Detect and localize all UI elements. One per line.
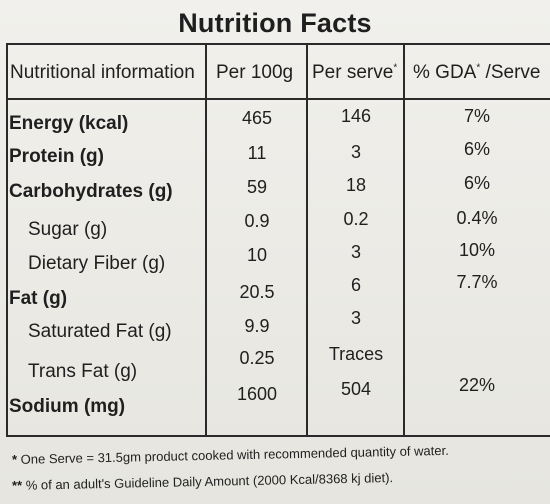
row-dietary-fiber-per-serve: 3 (350, 242, 361, 262)
footnote-gda: ** % of an adult's Guideline Daily Amoun… (12, 470, 393, 493)
row-protein-gda: 6% (463, 139, 490, 159)
row-carbohydrates-gda: 6% (463, 173, 490, 193)
row-saturated-fat-per-100g: 9.9 (244, 316, 270, 336)
footnote-one-serve-text: One Serve = 31.5gm product cooked with r… (16, 442, 449, 467)
row-sugar-label: Sugar (g) (28, 219, 108, 240)
row-sugar-per-100g: 0.9 (244, 211, 270, 231)
row-trans-fat-per-100g: 0.25 (239, 348, 275, 368)
row-energy-per-100g: 465 (241, 108, 273, 128)
header-nutritional-information: Nutritional information (10, 62, 195, 83)
row-carbohydrates-per-serve: 18 (345, 175, 367, 195)
header-gda-prefix: % GDA (413, 62, 477, 83)
footnote-gda-mark: ** (11, 477, 23, 493)
nutrition-table (6, 43, 550, 437)
footnote-gda-text: % of an adult's Guideline Daily Amount (… (21, 470, 394, 493)
row-sodium-per-serve: 504 (340, 379, 372, 399)
row-carbohydrates-per-100g: 59 (246, 177, 268, 197)
header-per-100g: Per 100g (216, 62, 294, 83)
row-saturated-fat-per-serve: 3 (350, 308, 361, 328)
footnote-one-serve: * One Serve = 31.5gm product cooked with… (12, 443, 449, 467)
row-protein-per-serve: 3 (350, 142, 361, 162)
column-divider-per-serve (306, 43, 308, 437)
header-divider (6, 98, 550, 100)
header-per-serve-mark: * (393, 62, 398, 74)
row-sodium-label: Sodium (mg) (9, 396, 126, 417)
header-per-serve: Per serve* (312, 58, 397, 88)
row-trans-fat-per-serve: Traces (328, 344, 384, 364)
row-energy-gda: 7% (463, 106, 490, 126)
row-saturated-fat-label: Saturated Fat (g) (28, 321, 172, 342)
row-energy-per-serve: 146 (340, 106, 372, 126)
row-fat-gda: 7.7% (456, 272, 498, 292)
row-sugar-gda: 0.4% (456, 208, 498, 228)
row-trans-fat-label: Trans Fat (g) (28, 361, 138, 382)
row-protein-label: Protein (g) (9, 146, 104, 167)
row-trans-fat-gda (404, 342, 550, 366)
column-divider-per-100g (205, 43, 207, 437)
header-gda-suffix: /Serve (480, 62, 541, 83)
column-divider-gda (403, 43, 405, 437)
row-fat-label: Fat (g) (9, 288, 68, 309)
row-energy-label: Energy (kcal) (9, 113, 129, 134)
row-sodium-per-100g: 1600 (236, 384, 278, 404)
row-saturated-fat-gda (404, 306, 550, 330)
row-dietary-fiber-per-100g: 10 (246, 245, 268, 265)
row-carbohydrates-label: Carbohydrates (g) (9, 181, 173, 202)
row-dietary-fiber-gda: 10% (458, 240, 496, 260)
row-fat-per-serve: 6 (350, 275, 361, 295)
row-sodium-gda: 22% (458, 375, 496, 395)
row-protein-per-100g: 11 (247, 143, 267, 163)
row-dietary-fiber-label: Dietary Fiber (g) (28, 253, 166, 274)
header-gda: % GDA* /Serve (413, 58, 540, 88)
label-title: Nutrition Facts (178, 8, 372, 38)
header-gda-mark: * (476, 62, 481, 74)
header-per-serve-text: Per serve (312, 62, 394, 83)
row-fat-per-100g: 20.5 (239, 282, 275, 302)
row-sugar-per-serve: 0.2 (343, 209, 369, 229)
